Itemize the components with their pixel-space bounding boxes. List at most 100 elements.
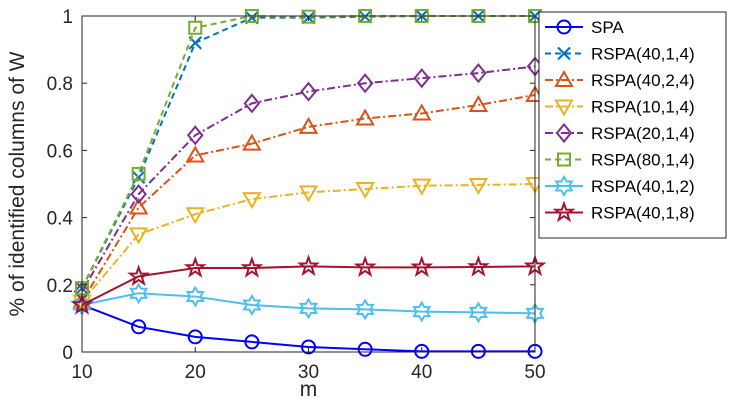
series-line (81, 93, 536, 303)
y-tick-label: 0.6 (47, 141, 73, 162)
data-point (297, 254, 320, 277)
x-tick-label: 40 (411, 362, 432, 383)
data-point (188, 20, 203, 35)
data-point (412, 178, 432, 196)
data-point (127, 264, 151, 287)
legend-item-rspa-40-1-2: RSPA(40,1,2) (545, 175, 695, 197)
series-rspa-80-1-4 (75, 9, 542, 296)
legend-item-rspa-80-1-4: RSPA(80,1,4) (545, 151, 695, 170)
data-point (355, 108, 375, 126)
data-point (131, 319, 147, 335)
data-point (357, 341, 373, 357)
legend-marker (554, 175, 574, 197)
data-point (183, 255, 207, 278)
y-tick-label: 0 (62, 343, 73, 364)
x-tick-label: 30 (298, 362, 319, 383)
data-point (470, 343, 486, 359)
data-point (298, 297, 319, 320)
series-line (81, 292, 536, 315)
legend: SPA RSPA(40,1,4) RSPA(40,2,4) RSPA(10,1,4) R… (538, 11, 727, 239)
series-rspa-10-1-4 (72, 177, 545, 312)
data-point (185, 207, 205, 225)
x-axis-label: m (300, 378, 318, 401)
data-point (186, 125, 204, 146)
legend-marker (557, 152, 571, 167)
legend-marker (555, 122, 573, 144)
legend-marker (554, 69, 574, 87)
data-point (413, 68, 431, 89)
legend-label: RSPA(80,1,4) (591, 151, 695, 170)
legend-label: SPA (591, 18, 624, 37)
data-point (131, 170, 146, 184)
legend-item-spa: SPA (545, 18, 624, 37)
series-line (81, 183, 536, 303)
series-line (81, 304, 535, 353)
data-point (131, 166, 146, 181)
legend-marker (557, 46, 571, 61)
legend-label: RSPA(40,1,4) (591, 45, 695, 64)
legend-item-rspa-10-1-4: RSPA(10,1,4) (545, 98, 695, 117)
data-point (466, 254, 490, 277)
legend-label: RSPA(40,1,2) (591, 177, 695, 196)
data-point (412, 103, 432, 121)
y-tick-label: 0.8 (47, 74, 73, 95)
axes: 10 20 30 40 50 0 0.2 0.4 0.6 0.8 1 (47, 7, 546, 383)
data-point (187, 329, 203, 345)
plot-area (70, 9, 547, 359)
legend-label: RSPA(10,1,4) (591, 98, 695, 117)
series-line (81, 15, 535, 289)
legend-item-rspa-40-1-4: RSPA(40,1,4) (545, 45, 695, 64)
data-point (244, 334, 260, 350)
legend-marker (554, 99, 574, 117)
legend-item-rspa-20-1-4: RSPA(20,1,4) (545, 122, 695, 144)
data-point (130, 184, 147, 205)
legend-item-rspa-40-1-8: RSPA(40,1,8) (545, 200, 695, 223)
x-tick-label: 20 (185, 362, 206, 383)
data-point (298, 185, 319, 203)
data-point (242, 133, 262, 151)
data-point (412, 300, 432, 323)
data-point (301, 9, 316, 24)
legend-label: RSPA(20,1,4) (591, 124, 695, 143)
series-line (81, 65, 536, 293)
legend-box (538, 11, 727, 239)
data-point (129, 282, 149, 305)
data-point (468, 178, 489, 196)
data-point (301, 339, 316, 355)
series-rspa-40-1-4 (75, 9, 542, 295)
data-point (355, 298, 375, 321)
data-point (300, 81, 317, 102)
legend-label: RSPA(40,1,8) (591, 204, 695, 223)
data-point (355, 182, 375, 200)
data-point (128, 227, 149, 245)
data-point (298, 116, 319, 134)
y-tick-label: 1 (62, 7, 73, 28)
data-point (468, 301, 488, 324)
series-rspa-40-1-2 (72, 282, 545, 325)
x-tick-label: 10 (71, 362, 92, 383)
x-tick-label: 50 (524, 362, 545, 383)
series-rspa-40-1-8 (70, 254, 547, 315)
data-point (240, 255, 264, 278)
data-point (185, 145, 205, 163)
data-point (414, 343, 430, 359)
y-axis-label: % of identified columns of W (6, 51, 29, 316)
data-point (128, 197, 149, 215)
data-point (468, 95, 489, 113)
data-point (242, 293, 262, 316)
data-point (470, 63, 487, 84)
legend-label: RSPA(40,2,4) (591, 71, 695, 90)
data-point (243, 93, 261, 114)
data-point (185, 285, 205, 308)
series-line (81, 265, 536, 306)
y-tick-label: 0.4 (47, 209, 74, 230)
data-point (242, 192, 262, 210)
y-tick-label: 0.2 (47, 276, 73, 297)
data-point (356, 73, 374, 94)
legend-marker (556, 19, 572, 35)
axes-box (81, 15, 536, 353)
legend-item-rspa-40-2-4: RSPA(40,2,4) (545, 69, 695, 90)
legend-marker (552, 200, 576, 223)
data-point (353, 255, 377, 278)
